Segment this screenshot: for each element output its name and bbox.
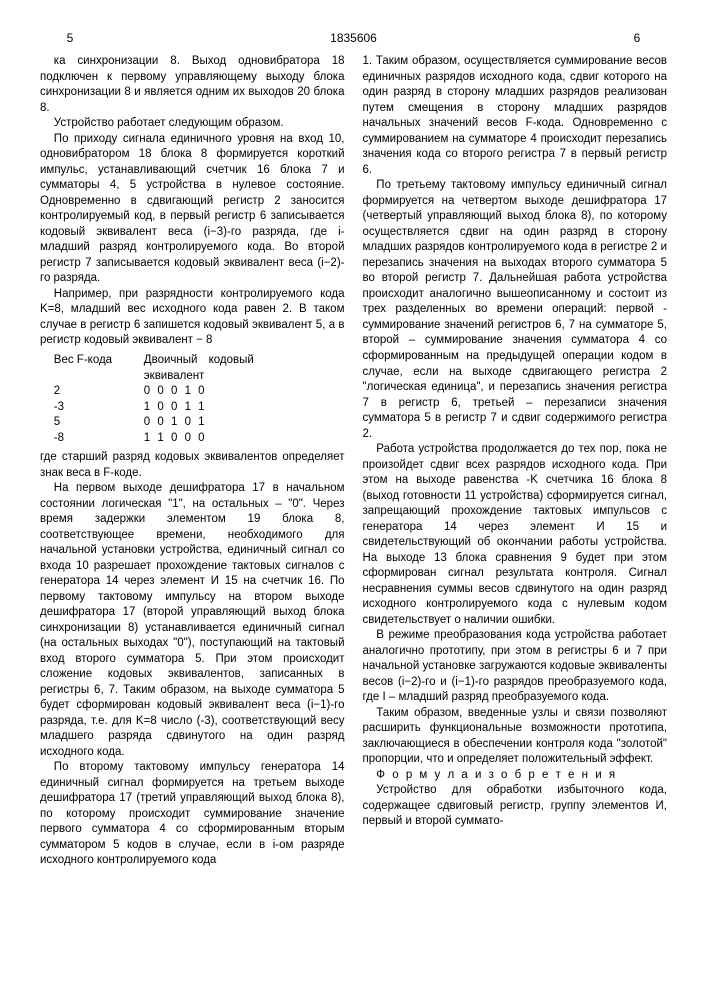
- table-header: Вес F-кода Двоичный кодовый эквивалент: [54, 353, 345, 384]
- page-num-left: 5: [40, 30, 100, 46]
- table-row: -3 1 0 0 1 1: [54, 400, 345, 416]
- th: Двоичный кодовый эквивалент: [144, 353, 254, 384]
- right-column: 1. Таким образом, осуществляется суммиро…: [363, 54, 668, 869]
- two-column-body: ка синхронизации 8. Выход одновибратора …: [40, 54, 667, 869]
- para: 1. Таким образом, осуществляется суммиро…: [363, 54, 668, 178]
- td: 0 0 1 0 1: [144, 415, 254, 431]
- code-table: Вес F-кода Двоичный кодовый эквивалент 2…: [54, 353, 345, 446]
- td: -3: [54, 400, 144, 416]
- doc-number: 1835606: [100, 30, 607, 46]
- left-column: ка синхронизации 8. Выход одновибратора …: [40, 54, 345, 869]
- formula-heading: Ф о р м у л а и з о б р е т е н и я: [363, 768, 668, 784]
- td: 1 0 0 1 1: [144, 400, 254, 416]
- para: где старший разряд кодовых эквивалентов …: [40, 450, 345, 481]
- para: По третьему тактовому импульсу единичный…: [363, 178, 668, 442]
- td: 0 0 0 1 0: [144, 384, 254, 400]
- page-num-right: 6: [607, 30, 667, 46]
- para: Например, при разрядности контролируемог…: [40, 287, 345, 349]
- td: 5: [54, 415, 144, 431]
- th: Вес F-кода: [54, 353, 144, 384]
- td: 2: [54, 384, 144, 400]
- para: Работа устройства продолжается до тех по…: [363, 442, 668, 628]
- td: 1 1 0 0 0: [144, 431, 254, 447]
- td: -8: [54, 431, 144, 447]
- para: По второму тактовому импульсу генератора…: [40, 760, 345, 869]
- para: Устройство работает следующим образом.: [40, 116, 345, 132]
- table-row: 2 0 0 0 1 0: [54, 384, 345, 400]
- para: На первом выходе дешифратора 17 в началь…: [40, 481, 345, 760]
- para: Устройство для обработки избыточного код…: [363, 783, 668, 830]
- para: Таким образом, введенные узлы и связи по…: [363, 706, 668, 768]
- table-row: -8 1 1 0 0 0: [54, 431, 345, 447]
- table-row: 5 0 0 1 0 1: [54, 415, 345, 431]
- para: По приходу сигнала единичного уровня на …: [40, 132, 345, 287]
- para: ка синхронизации 8. Выход одновибратора …: [40, 54, 345, 116]
- para: В режиме преобразования кода устройства …: [363, 628, 668, 706]
- page-header: 5 1835606 6: [40, 30, 667, 46]
